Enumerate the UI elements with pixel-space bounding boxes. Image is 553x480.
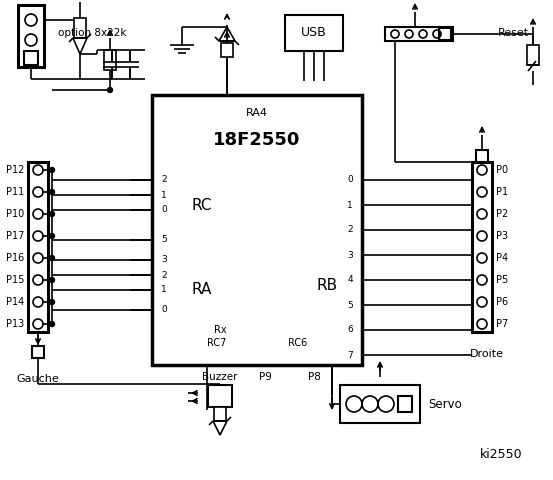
Text: P0: P0 bbox=[496, 165, 508, 175]
Text: P10: P10 bbox=[6, 209, 24, 219]
Text: RA4: RA4 bbox=[246, 108, 268, 118]
Circle shape bbox=[50, 300, 55, 304]
Bar bbox=[74, 18, 86, 38]
Bar bbox=[398, 396, 412, 412]
Text: P6: P6 bbox=[496, 297, 508, 307]
Bar bbox=[285, 15, 343, 51]
Text: 1: 1 bbox=[347, 201, 353, 209]
Text: option 8x22k: option 8x22k bbox=[58, 28, 126, 38]
Text: USB: USB bbox=[301, 26, 327, 39]
Text: 6: 6 bbox=[347, 325, 353, 335]
Text: 3: 3 bbox=[347, 251, 353, 260]
Circle shape bbox=[50, 277, 55, 283]
Text: Gauche: Gauche bbox=[17, 374, 59, 384]
Bar bbox=[385, 27, 453, 41]
Text: P13: P13 bbox=[6, 319, 24, 329]
Bar bbox=[152, 95, 362, 365]
Text: RA: RA bbox=[192, 283, 212, 298]
Text: ki2550: ki2550 bbox=[480, 448, 523, 461]
Text: RC6: RC6 bbox=[288, 338, 307, 348]
Circle shape bbox=[107, 87, 112, 93]
Bar bbox=[28, 162, 48, 332]
Text: P15: P15 bbox=[6, 275, 24, 285]
Text: P5: P5 bbox=[496, 275, 508, 285]
Text: Buzzer: Buzzer bbox=[202, 372, 238, 382]
Text: P8: P8 bbox=[307, 372, 320, 382]
Text: 2: 2 bbox=[161, 176, 167, 184]
Text: 3: 3 bbox=[161, 255, 167, 264]
Text: P9: P9 bbox=[259, 372, 272, 382]
Text: P1: P1 bbox=[496, 187, 508, 197]
Text: P4: P4 bbox=[496, 253, 508, 263]
Text: RC: RC bbox=[192, 197, 212, 213]
Text: 4: 4 bbox=[347, 276, 353, 285]
Text: 2: 2 bbox=[161, 271, 167, 279]
Circle shape bbox=[50, 233, 55, 239]
Text: P2: P2 bbox=[496, 209, 508, 219]
Bar bbox=[472, 162, 492, 332]
Text: 5: 5 bbox=[161, 236, 167, 244]
Text: Servo: Servo bbox=[428, 397, 462, 410]
Text: RB: RB bbox=[316, 277, 337, 292]
Text: 5: 5 bbox=[347, 300, 353, 310]
Text: P12: P12 bbox=[6, 165, 24, 175]
Text: P14: P14 bbox=[6, 297, 24, 307]
Bar bbox=[476, 150, 488, 162]
Text: 1: 1 bbox=[161, 286, 167, 295]
Text: 1: 1 bbox=[161, 191, 167, 200]
Text: 0: 0 bbox=[161, 305, 167, 314]
Text: 7: 7 bbox=[347, 350, 353, 360]
Text: RC7: RC7 bbox=[207, 338, 226, 348]
Bar bbox=[214, 407, 226, 421]
Text: P17: P17 bbox=[6, 231, 24, 241]
Bar bbox=[104, 50, 116, 70]
Text: Rx: Rx bbox=[214, 325, 227, 335]
Text: 2: 2 bbox=[347, 226, 353, 235]
Text: 18F2550: 18F2550 bbox=[213, 131, 301, 149]
Bar bbox=[208, 385, 232, 407]
Bar bbox=[18, 5, 44, 67]
Bar bbox=[527, 45, 539, 65]
Text: Droite: Droite bbox=[470, 349, 504, 359]
Text: Reset: Reset bbox=[498, 28, 529, 38]
Bar bbox=[340, 385, 420, 423]
Text: P16: P16 bbox=[6, 253, 24, 263]
Text: 0: 0 bbox=[161, 205, 167, 215]
Circle shape bbox=[50, 212, 55, 216]
Bar bbox=[221, 43, 233, 57]
Bar bbox=[439, 28, 451, 40]
Bar bbox=[24, 51, 38, 65]
Circle shape bbox=[50, 190, 55, 194]
Text: 0: 0 bbox=[347, 176, 353, 184]
Circle shape bbox=[50, 168, 55, 172]
Text: P7: P7 bbox=[496, 319, 508, 329]
Text: P11: P11 bbox=[6, 187, 24, 197]
Circle shape bbox=[50, 322, 55, 326]
Text: P3: P3 bbox=[496, 231, 508, 241]
Circle shape bbox=[50, 255, 55, 261]
Bar bbox=[32, 346, 44, 358]
